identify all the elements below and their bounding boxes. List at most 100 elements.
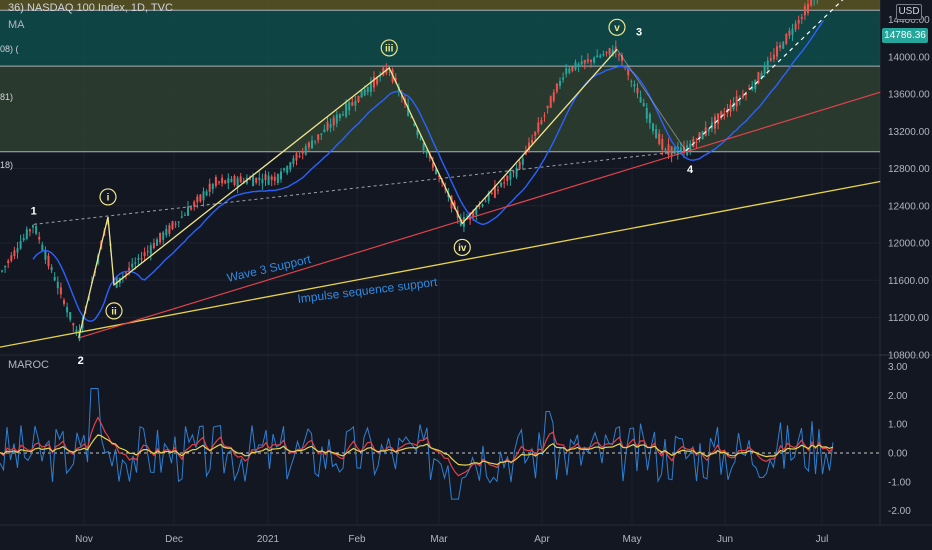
candle-body — [475, 207, 478, 215]
ma-path — [32, 20, 825, 322]
candle-body — [552, 92, 555, 101]
candle-body — [171, 221, 174, 230]
candle-body — [208, 183, 211, 192]
candle-body — [301, 150, 304, 154]
candle-body — [205, 191, 208, 196]
candle-body — [183, 214, 186, 216]
title-prefix: 36) — [8, 2, 24, 14]
time-tick-label: Apr — [534, 534, 550, 545]
candle-body — [53, 276, 56, 281]
candle-body — [261, 179, 264, 184]
candle-body — [131, 263, 134, 268]
candle-body — [707, 128, 710, 132]
candle-body — [528, 142, 530, 151]
candle-body — [162, 232, 165, 240]
wave-zigzag — [78, 48, 618, 339]
candle-body — [472, 210, 475, 217]
candle-body — [803, 6, 806, 16]
candle-body — [720, 111, 723, 119]
candle-body — [577, 63, 580, 66]
candle-body — [366, 87, 369, 93]
candle-body — [506, 175, 509, 181]
candle-body — [772, 54, 775, 60]
wave-label: 2 — [78, 355, 84, 367]
candle-body — [69, 312, 72, 320]
candle-body — [19, 240, 22, 249]
candle-body — [140, 258, 143, 260]
wave-label: ii — [111, 306, 117, 317]
candle-body — [323, 129, 326, 133]
candle-body — [168, 225, 171, 234]
wave-label: 4 — [687, 164, 694, 176]
currency-badge[interactable]: USD — [896, 4, 922, 20]
candle-body — [574, 62, 577, 70]
candle-body — [701, 131, 704, 140]
candle-body — [196, 196, 199, 203]
candle-body — [735, 96, 738, 107]
time-tick-label: Jul — [816, 534, 829, 545]
price-tick-label: 12400.00 — [888, 201, 930, 212]
wave-label-ring — [453, 238, 471, 257]
candle-body — [407, 104, 410, 116]
indicator-ma-label[interactable]: MA — [8, 19, 25, 31]
candle-body — [645, 108, 648, 119]
maroc-axis: 3.00 2.00 1.00 0.00 -1.00 -2.00 — [888, 362, 911, 517]
candle-body — [679, 147, 682, 153]
wave-label: iii — [385, 43, 394, 54]
candle-body — [596, 55, 599, 58]
candle-body — [478, 206, 481, 208]
wave-label: 3 — [636, 26, 642, 38]
time-tick-label: Nov — [75, 534, 93, 545]
wave-segment — [616, 49, 687, 152]
candle-body — [416, 129, 419, 136]
candle-body — [788, 30, 791, 36]
wave-label-ring — [105, 302, 123, 320]
time-axis: Nov Dec 2021 Feb Mar Apr May Jun Jul — [75, 534, 828, 545]
candle-body — [509, 172, 512, 180]
candle-body — [187, 206, 189, 216]
candle-body — [317, 134, 320, 140]
candle-body — [459, 218, 462, 226]
candle-body — [484, 201, 487, 203]
indicator-maroc-label[interactable]: MAROC — [8, 359, 49, 371]
candle-body — [779, 45, 782, 48]
price-tick-label: 14400.00 — [888, 15, 930, 26]
price-tick-label: 14000.00 — [888, 52, 930, 63]
candle-body — [537, 122, 540, 132]
candle-body — [769, 58, 772, 61]
wave-count — [78, 48, 687, 339]
candle-body — [72, 323, 75, 326]
candle-body — [332, 117, 335, 126]
candle-body — [497, 189, 499, 191]
candle-body — [717, 113, 720, 124]
candle-body — [797, 20, 800, 24]
maroc-series-3 — [0, 434, 834, 466]
candle-body — [776, 46, 778, 57]
candle-body — [698, 132, 701, 140]
candle-body — [311, 140, 313, 149]
wave-label: 1 — [31, 205, 37, 217]
candle-body — [75, 329, 78, 333]
candle-body — [593, 57, 596, 63]
candle-body — [633, 84, 636, 87]
candle-body — [16, 248, 19, 253]
time-tick-label: Dec — [165, 534, 183, 545]
candle-body — [602, 53, 605, 56]
candle-body — [763, 65, 766, 74]
candle-body — [590, 59, 592, 62]
candle-body — [286, 166, 289, 173]
candle-body — [562, 77, 565, 80]
candle-body — [531, 139, 534, 144]
candle-body — [782, 42, 785, 49]
candle-body — [338, 114, 341, 119]
maroc-tick-label: -1.00 — [888, 477, 911, 488]
candle-body — [137, 258, 140, 260]
time-tick-label: Mar — [430, 534, 448, 545]
candle-body — [283, 168, 286, 171]
candle-body — [360, 90, 363, 98]
candle-body — [667, 144, 670, 156]
candle-body — [230, 178, 233, 182]
candle-body — [546, 105, 549, 109]
